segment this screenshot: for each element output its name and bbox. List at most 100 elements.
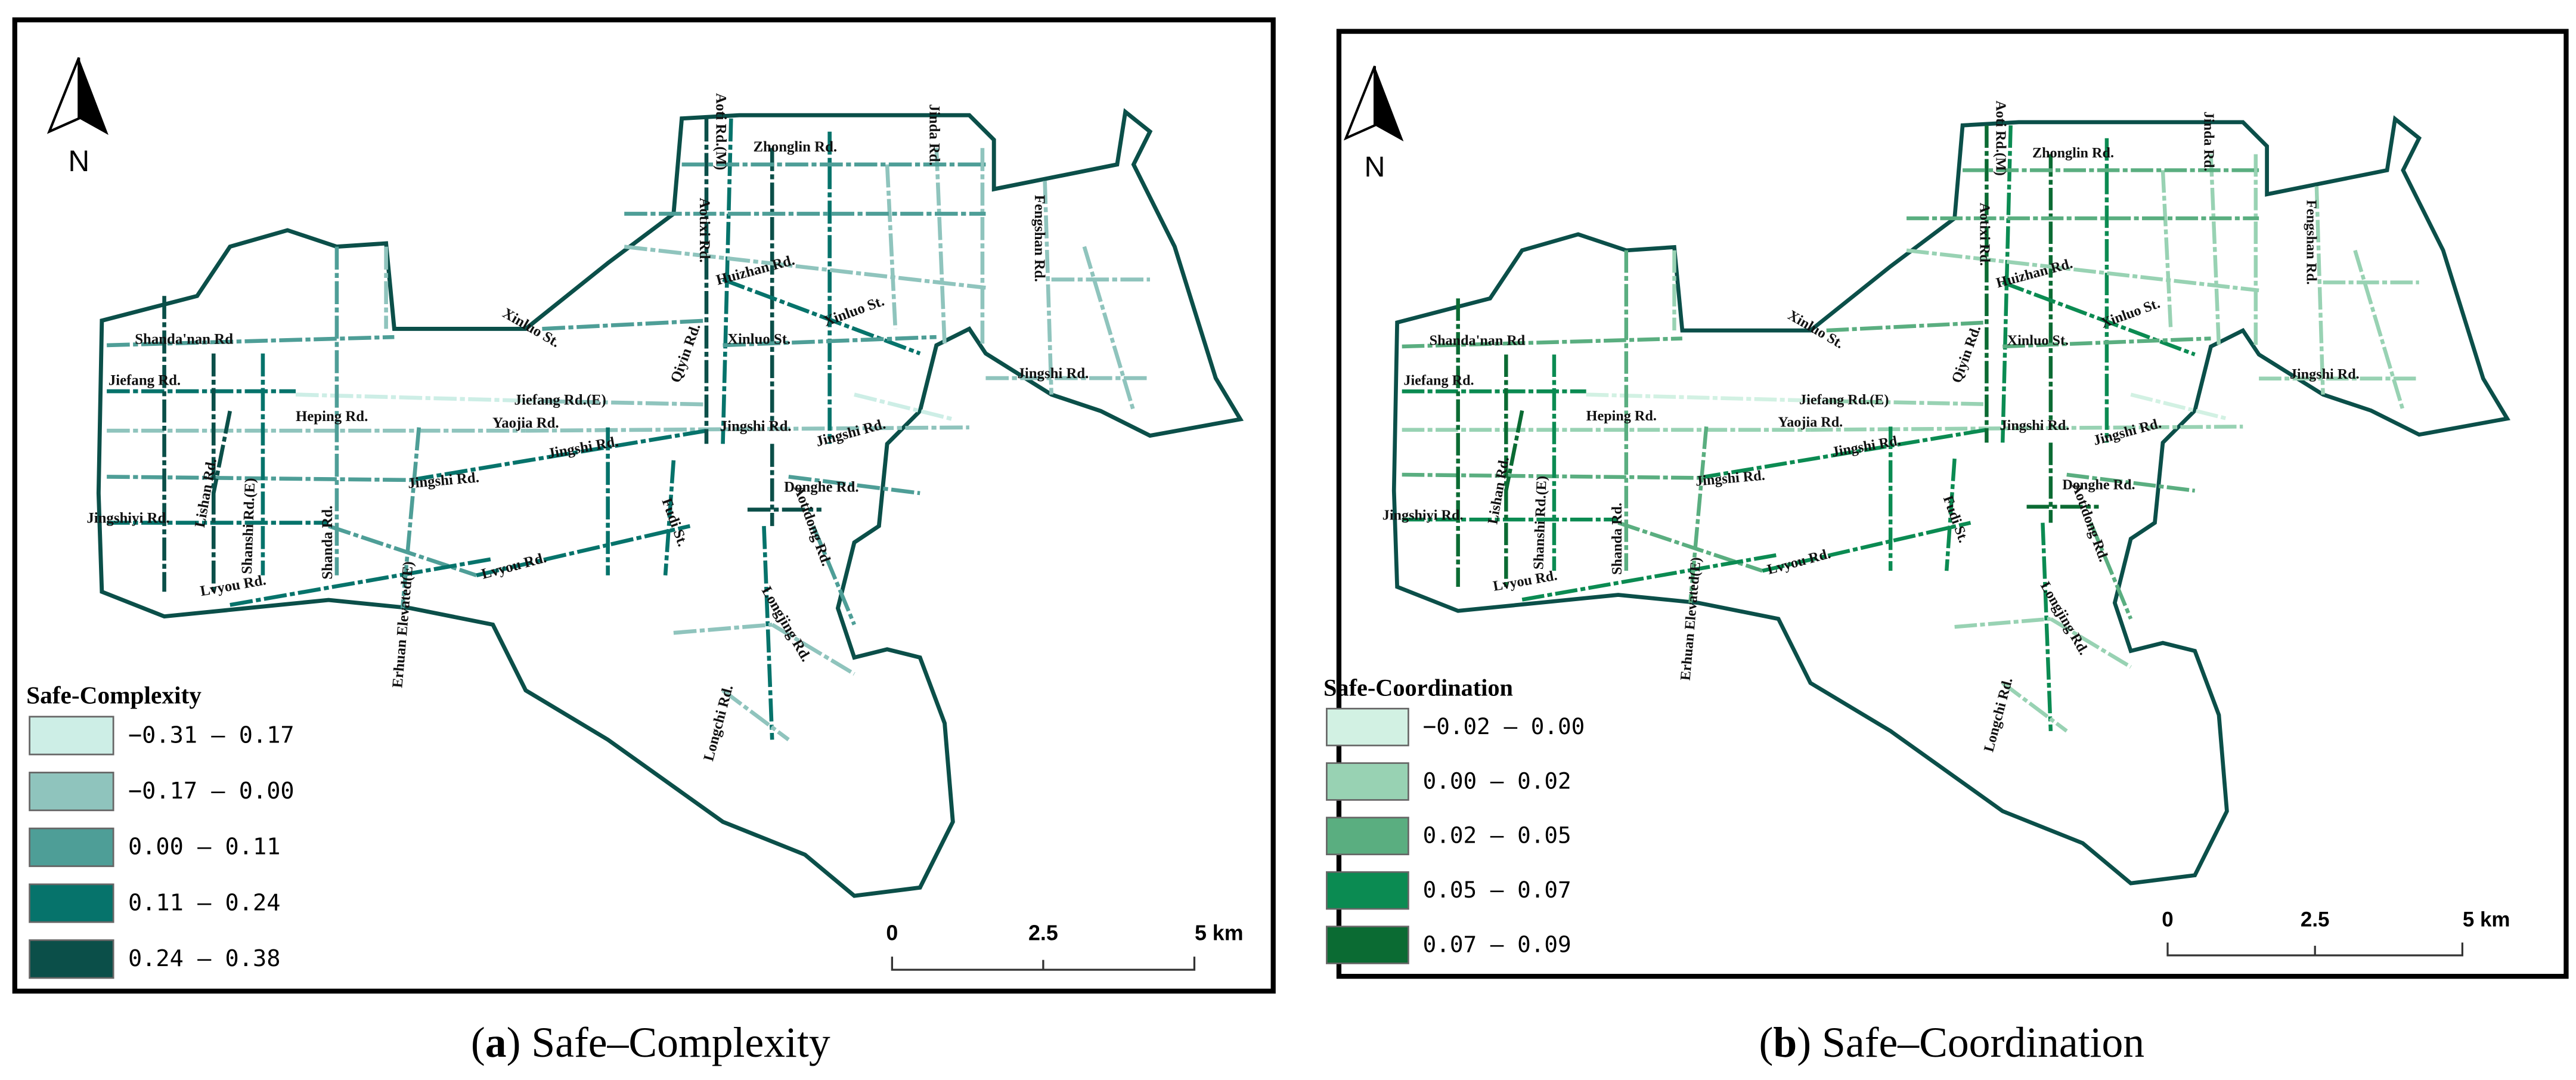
road-label: Jingshiyi Rd. xyxy=(86,510,169,527)
caption-text: ) Safe–Coordination xyxy=(1797,1019,2144,1066)
north-label: N xyxy=(1365,151,1385,183)
panel: N Zhonglin Rd. Aoti Rd.(M) Jinda Rd. Aotixi … xyxy=(1323,66,2510,964)
road-label: Fengshan Rd. xyxy=(1031,195,1047,282)
road-label: Jingshi Rd. xyxy=(814,416,888,450)
road-label: Qiyin Rd. xyxy=(1948,323,1984,385)
scale-label: 5 km xyxy=(2463,908,2510,932)
scale-label: 5 km xyxy=(1195,921,1244,945)
road xyxy=(2160,170,2173,331)
legend-swatch xyxy=(1326,707,1409,747)
road-label: Aoti Rd.(M) xyxy=(712,93,729,170)
scale-label: 0 xyxy=(886,921,898,945)
road-label: Jingshi Rd. xyxy=(2290,366,2360,382)
road-label: Erhuan Elevated(E) xyxy=(389,561,416,688)
road xyxy=(2353,249,2405,411)
legend-swatch xyxy=(1326,871,1409,910)
legend-label: 0.02 – 0.05 xyxy=(1423,822,1571,849)
legend-swatch xyxy=(29,716,114,756)
legend-title: Safe-Complexity xyxy=(26,682,202,709)
legend-label: −0.31 – 0.17 xyxy=(128,722,295,748)
road xyxy=(1698,428,1987,480)
legend-label: 0.24 – 0.38 xyxy=(128,945,280,972)
road-label: Jingshiyi Rd. xyxy=(1382,507,1464,523)
road-label: Lvyou Rd. xyxy=(199,572,268,599)
road xyxy=(400,427,421,609)
caption: (b) Safe–Coordination xyxy=(1759,1019,2145,1066)
road-label: Aotixi Rd. xyxy=(1976,203,1992,266)
road-label: Jiefang Rd.(E) xyxy=(514,392,606,408)
road-label: Yaojia Rd. xyxy=(1778,414,1843,431)
legend-swatch xyxy=(29,939,114,979)
road-label: Zhonglin Rd. xyxy=(2032,145,2114,161)
road xyxy=(771,623,855,676)
legend-label: −0.17 – 0.00 xyxy=(128,778,295,804)
legend-label: 0.07 – 0.09 xyxy=(1423,931,1571,957)
road xyxy=(1762,521,1971,573)
caption: (a) Safe–Complexity xyxy=(471,1019,830,1066)
scale-label: 0 xyxy=(2162,908,2173,932)
caption-letter: b xyxy=(1773,1019,1797,1066)
road-label: Longchi Rd. xyxy=(1980,676,2016,753)
road-label: Zhonglin Rd. xyxy=(753,139,837,155)
legend-swatch xyxy=(29,827,114,867)
road xyxy=(1944,458,1957,571)
road xyxy=(1043,181,1053,395)
scale-label: 2.5 xyxy=(1028,921,1058,945)
road xyxy=(542,399,707,407)
road xyxy=(788,475,920,496)
road xyxy=(762,525,774,740)
road-label: Fudi St. xyxy=(1940,493,1971,544)
legend-label: 0.05 – 0.07 xyxy=(1423,877,1571,903)
road-label: Fengshan Rd. xyxy=(2304,200,2320,284)
road-label: Shanda'nan Rd xyxy=(135,331,233,347)
road-label: Erhuan Elevated(E) xyxy=(1678,556,1704,681)
north-arrow xyxy=(47,57,80,134)
legend-swatch xyxy=(1326,762,1409,801)
road xyxy=(1082,246,1136,412)
road-label: Heping Rd. xyxy=(296,409,368,425)
legend-label: 0.11 – 0.24 xyxy=(128,889,280,916)
caption-paren: ( xyxy=(1759,1019,1774,1066)
road xyxy=(2001,681,2068,733)
road-label: Donghe Rd. xyxy=(784,479,858,495)
road xyxy=(1402,336,1682,349)
road-label: Shanda Rd. xyxy=(320,506,336,580)
road xyxy=(1906,248,2259,293)
road-label: Aotidong Rd. xyxy=(2069,481,2112,564)
panel-frame xyxy=(1336,29,2569,979)
road xyxy=(934,148,947,346)
road xyxy=(525,425,969,433)
road-label: Jingshi Rd. xyxy=(1695,468,1766,490)
road-label: Jiefang Rd. xyxy=(1403,373,1474,389)
road-label: Qiyin Rd. xyxy=(668,321,704,385)
road-label: Aotidong Rd. xyxy=(791,483,835,568)
road-label: Xinluo St. xyxy=(727,331,791,347)
road xyxy=(854,392,954,422)
road xyxy=(2314,186,2325,395)
road xyxy=(1954,617,2051,629)
road xyxy=(673,623,773,635)
north-arrow xyxy=(1375,66,1404,142)
road-label: Heping Rd. xyxy=(1586,408,1657,424)
road xyxy=(663,460,676,575)
road-label: Lvyou Rd. xyxy=(480,550,548,583)
road-label: Yaojia Rd. xyxy=(492,415,559,431)
road xyxy=(2041,522,2053,731)
road xyxy=(410,428,707,482)
legend-swatch xyxy=(1326,816,1409,856)
legend-title: Safe-Coordination xyxy=(1323,674,1513,701)
road-label: Jingshi Rd. xyxy=(2000,417,2070,434)
road xyxy=(2209,154,2221,347)
road-label: Jingshi Rd. xyxy=(2091,415,2163,448)
panel-frame xyxy=(12,17,1276,994)
road-label: Longchi Rd. xyxy=(700,683,736,763)
road xyxy=(476,524,691,577)
road-label: Lishan Rd. xyxy=(1484,456,1512,525)
road xyxy=(1402,472,1698,480)
road xyxy=(723,335,937,348)
road-label: Jiefang Rd.(E) xyxy=(1799,392,1889,408)
road xyxy=(885,164,898,329)
north-arrow xyxy=(79,57,109,135)
